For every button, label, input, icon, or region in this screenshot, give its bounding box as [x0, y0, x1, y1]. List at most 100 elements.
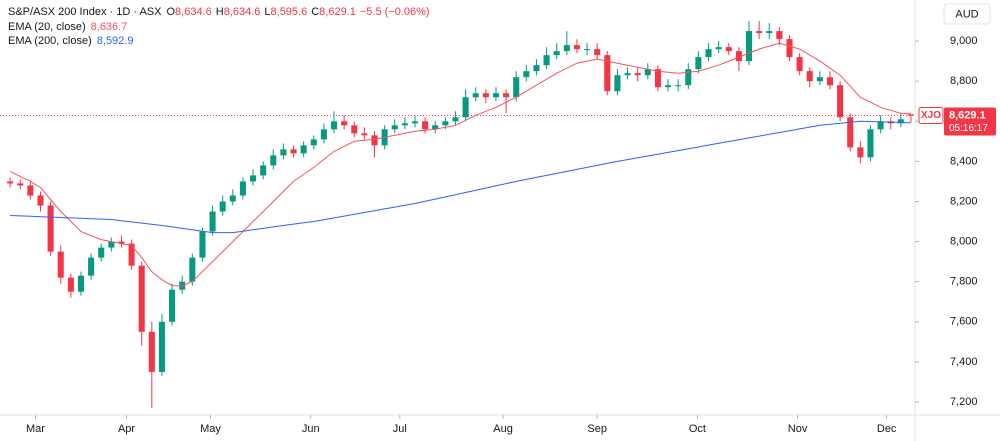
- legend-name: EMA (200, close): [8, 35, 92, 47]
- candle-body: [98, 247, 105, 258]
- candle-body: [108, 241, 115, 248]
- x-tick-label: Dec: [877, 423, 897, 435]
- candle-body: [705, 49, 712, 58]
- ohlc-value: 8,595.6: [271, 6, 308, 18]
- ohlc-value: 8,634.6: [224, 6, 261, 18]
- candle-body: [169, 289, 176, 322]
- candle-body: [250, 175, 257, 182]
- ohlc-key: O: [166, 6, 175, 18]
- candle-body: [756, 31, 763, 34]
- ohlc-value: 8,629.1: [319, 6, 356, 18]
- y-tick-label: 8,400: [950, 155, 978, 167]
- chart-title: S&P/ASX 200 Index · 1D · ASX: [8, 6, 162, 18]
- legend: S&P/ASX 200 Index · 1D · ASX O 8,634.6 H 8,6…: [8, 6, 430, 47]
- y-tick-label: 8,800: [950, 75, 978, 87]
- candle-body: [847, 117, 854, 148]
- candle-body: [867, 129, 874, 158]
- candle-body: [442, 121, 449, 126]
- candle-body: [877, 121, 884, 130]
- x-tick-label: Oct: [689, 423, 706, 435]
- candle-body: [37, 195, 44, 206]
- candle-body: [452, 117, 459, 122]
- candle-body: [573, 45, 580, 50]
- currency-box[interactable]: [943, 3, 991, 25]
- candle-body: [47, 205, 54, 252]
- candle-body: [503, 93, 510, 98]
- candle-body: [563, 45, 570, 52]
- x-tick-label: Apr: [118, 423, 135, 435]
- ema-line: [10, 120, 912, 234]
- candle-body: [411, 121, 419, 124]
- candle-body: [685, 69, 692, 86]
- candle-body: [664, 85, 672, 88]
- candle-body: [7, 181, 14, 184]
- candle-body: [624, 73, 631, 76]
- ema-line: [9, 42, 912, 287]
- candle-body: [361, 133, 368, 136]
- candle-body: [492, 93, 499, 98]
- symbol-label: XJO: [921, 110, 941, 121]
- candle-body: [320, 129, 327, 140]
- candle-body: [553, 51, 560, 56]
- candle-body: [128, 243, 135, 266]
- candle-body: [219, 201, 226, 212]
- candle-body: [806, 71, 813, 82]
- last-price-tag: [944, 107, 996, 136]
- candle-body: [523, 71, 530, 78]
- ohlc-key: H: [216, 6, 224, 18]
- legend-entry: EMA (20, close) 8,636.7: [8, 21, 127, 33]
- candle-body: [594, 49, 601, 56]
- candle-body: [513, 77, 520, 98]
- ohlc-key: L: [264, 6, 270, 18]
- candle-body: [715, 47, 722, 50]
- candle-body: [401, 123, 408, 126]
- ohlc-key: C: [311, 6, 319, 18]
- last-price-label: 8,629.1: [949, 109, 986, 121]
- candle-body: [67, 277, 74, 292]
- legend-value: 8,636.7: [91, 21, 128, 33]
- y-tick-label: 7,200: [950, 396, 978, 408]
- candle-body: [280, 149, 287, 156]
- candle-body: [462, 97, 469, 118]
- candle-body: [209, 211, 216, 232]
- candle-body: [796, 57, 803, 72]
- x-tick-label: May: [200, 423, 221, 435]
- candle-body: [432, 125, 439, 130]
- plot-area: [0, 21, 915, 408]
- candle-body: [695, 57, 702, 70]
- candle-body: [584, 49, 591, 51]
- candle-body: [17, 183, 24, 186]
- x-tick-label: Sep: [587, 423, 607, 435]
- candle-body: [229, 195, 236, 202]
- candle-body: [735, 51, 742, 62]
- candle-body: [351, 125, 358, 134]
- x-tick-label: Aug: [493, 423, 513, 435]
- currency: AUD: [955, 8, 978, 20]
- candle-body: [290, 149, 297, 154]
- candle-body: [472, 93, 479, 98]
- candle-body: [786, 39, 793, 58]
- candle-body: [766, 31, 773, 34]
- candle-body: [654, 69, 661, 88]
- candle-body: [148, 331, 155, 372]
- candle-body: [371, 135, 378, 146]
- candle-body: [826, 77, 834, 86]
- candle-body: [675, 85, 682, 87]
- header-line: S&P/ASX 200 Index · 1D · ASX O 8,634.6 H 8,6…: [8, 6, 430, 18]
- candle-body: [422, 121, 429, 130]
- y-tick-label: 7,600: [950, 316, 978, 328]
- candle-body: [634, 73, 641, 76]
- y-tick-label: 8,200: [950, 195, 978, 207]
- x-tick-label: Mar: [26, 423, 45, 435]
- candle-body: [907, 114, 914, 116]
- change: −5.5 (−0.06%): [360, 6, 430, 18]
- candle-body: [776, 31, 783, 40]
- candle-body: [199, 231, 206, 258]
- legend-value: 8,592.9: [97, 35, 134, 47]
- x-tick-label: Jun: [302, 423, 320, 435]
- y-tick-label: 9,000: [950, 35, 978, 47]
- candle-body: [745, 31, 753, 62]
- candle-body: [604, 55, 611, 92]
